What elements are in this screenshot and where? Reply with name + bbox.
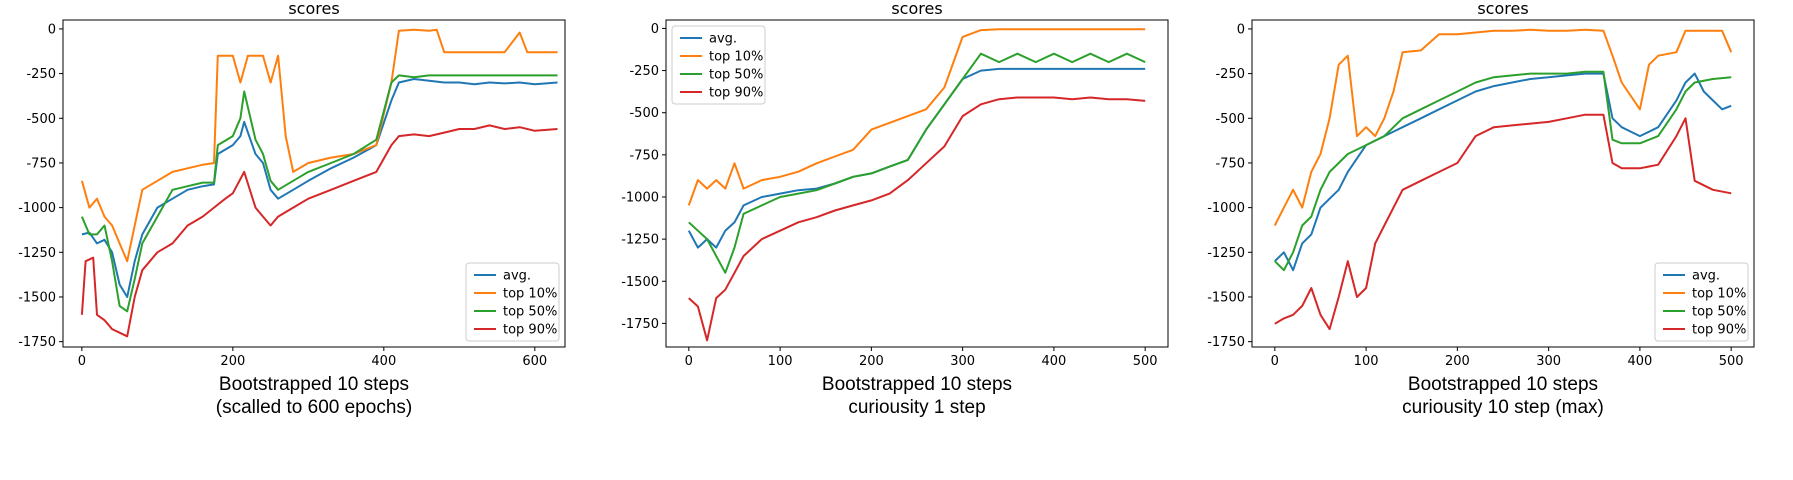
x-axis-label: Bootstrapped 10 steps: [1408, 374, 1598, 395]
legend-label-avg: avg.: [503, 269, 531, 284]
chart-title: scores: [891, 0, 942, 18]
x-tick-label: 600: [522, 354, 547, 369]
legend-label-top-10: top 10%: [709, 50, 763, 65]
series-line-top-50: [80, 74, 558, 313]
legend-label-top-50: top 50%: [1692, 305, 1746, 320]
x-tick-label: 400: [371, 354, 396, 369]
legend-box: [1654, 262, 1749, 342]
x-tick-label: 300: [1536, 354, 1561, 369]
x-tick-label: 200: [1445, 354, 1470, 369]
y-tick-label: -1500: [1207, 290, 1245, 305]
y-tick-label: -1750: [18, 335, 56, 350]
x-tick-label: 400: [1627, 354, 1652, 369]
y-tick-label: -750: [629, 148, 659, 163]
series-line-top-90: [688, 96, 1146, 342]
y-tick-label: 0: [651, 22, 659, 37]
x-axis-label: Bootstrapped 10 steps: [822, 374, 1012, 395]
y-tick-label: -500: [1215, 112, 1245, 127]
plot-frame: [62, 19, 566, 348]
legend: avg. top 10% top 50% top 90%: [671, 25, 766, 105]
series-line-top-90: [1274, 113, 1732, 331]
x-axis-label: Bootstrapped 10 steps: [219, 374, 409, 395]
y-tick-label: -1500: [18, 290, 56, 305]
y-tick-label: 0: [1237, 22, 1245, 37]
y-tick-label: -1750: [1207, 335, 1245, 350]
y-tick-label: -1750: [621, 317, 659, 332]
legend: avg. top 10% top 50% top 90%: [465, 262, 560, 342]
x-tick-label: 100: [1354, 354, 1379, 369]
legend-label-top-90: top 90%: [503, 323, 557, 338]
series-line-top-50: [688, 52, 1146, 274]
x-axis-label-line2: curiousity 1 step: [848, 397, 985, 418]
y-tick-label: -250: [629, 64, 659, 79]
x-tick-label: 200: [859, 354, 884, 369]
y-tick-label: -750: [1215, 156, 1245, 171]
x-tick-label: 200: [220, 354, 245, 369]
series-line-top-10: [1273, 28, 1733, 226]
legend: avg. top 10% top 50% top 90%: [1654, 262, 1749, 342]
chart-title: scores: [1477, 0, 1528, 18]
x-tick-label: 0: [1271, 354, 1279, 369]
series-line-top-90: [80, 124, 558, 338]
y-tick-label: -1250: [18, 246, 56, 261]
y-tick-label: -250: [1215, 67, 1245, 82]
y-tick-label: -1250: [621, 233, 659, 248]
y-tick-label: -1000: [621, 190, 659, 205]
y-tick-label: -1500: [621, 275, 659, 290]
chart-title: scores: [288, 0, 339, 18]
series-line-avg: [1274, 72, 1732, 272]
legend-label-top-50: top 50%: [503, 305, 557, 320]
legend-box: [671, 25, 766, 105]
legend-label-top-10: top 10%: [503, 287, 557, 302]
y-tick-label: -1000: [1207, 201, 1245, 216]
y-tick-label: -750: [26, 156, 56, 171]
legend-label-top-10: top 10%: [1692, 287, 1746, 302]
x-tick-label: 500: [1133, 354, 1158, 369]
chart-panel-1: scores 0 -250 -500 -750 -1000 -1250 -1500 -1750 0…: [18, 0, 566, 418]
y-tick-label: -1250: [1207, 246, 1245, 261]
legend-label-avg: avg.: [709, 32, 737, 47]
x-axis-label-line2: (scalled to 600 epochs): [216, 397, 412, 418]
legend-label-top-90: top 90%: [709, 86, 763, 101]
series-line-avg: [81, 78, 558, 298]
legend-label-top-50: top 50%: [709, 68, 763, 83]
chart-panel-3: scores 0 -250 -500 -750 -1000 -1250 -1500 -1750 0…: [1207, 0, 1755, 418]
x-tick-label: 100: [768, 354, 793, 369]
y-tick-label: 0: [48, 22, 56, 37]
plot-frame: [665, 19, 1169, 348]
x-tick-label: 300: [950, 354, 975, 369]
y-tick-label: -250: [26, 67, 56, 82]
chart-panel-2: scores 0 -250 -500 -750 -1000 -1250 -1500 -1750 0…: [621, 0, 1169, 418]
x-tick-label: 400: [1041, 354, 1066, 369]
series-line-top-10: [687, 28, 1146, 206]
x-axis-label-line2: curiousity 10 step (max): [1402, 397, 1604, 418]
x-tick-label: 500: [1719, 354, 1744, 369]
y-tick-label: -500: [629, 106, 659, 121]
y-tick-label: -500: [26, 112, 56, 127]
legend-box: [465, 262, 560, 342]
x-tick-label: 0: [78, 354, 86, 369]
y-tick-label: -1000: [18, 201, 56, 216]
series-line-top-10: [80, 28, 558, 263]
legend-label-top-90: top 90%: [1692, 323, 1746, 338]
plot-frame: [1251, 19, 1755, 348]
series-line-top-50: [1274, 70, 1732, 272]
x-tick-label: 0: [685, 354, 693, 369]
legend-label-avg: avg.: [1692, 269, 1720, 284]
